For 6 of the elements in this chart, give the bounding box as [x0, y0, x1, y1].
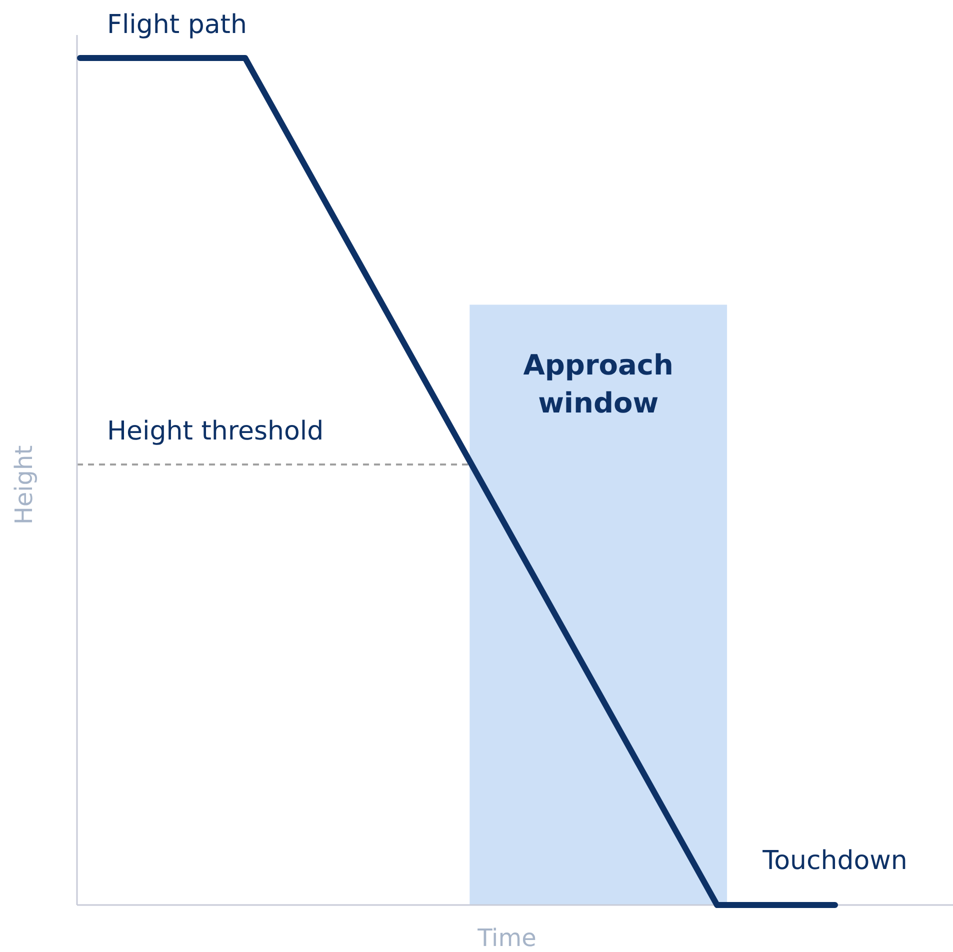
y-axis-title: Height — [10, 445, 38, 525]
series-label: Flight path — [107, 10, 247, 40]
ref-line-label: Height threshold — [107, 416, 324, 447]
annotation: Approach window — [523, 348, 674, 420]
annotation: Touchdown — [762, 846, 908, 876]
x-axis-title: Time — [476, 924, 536, 952]
